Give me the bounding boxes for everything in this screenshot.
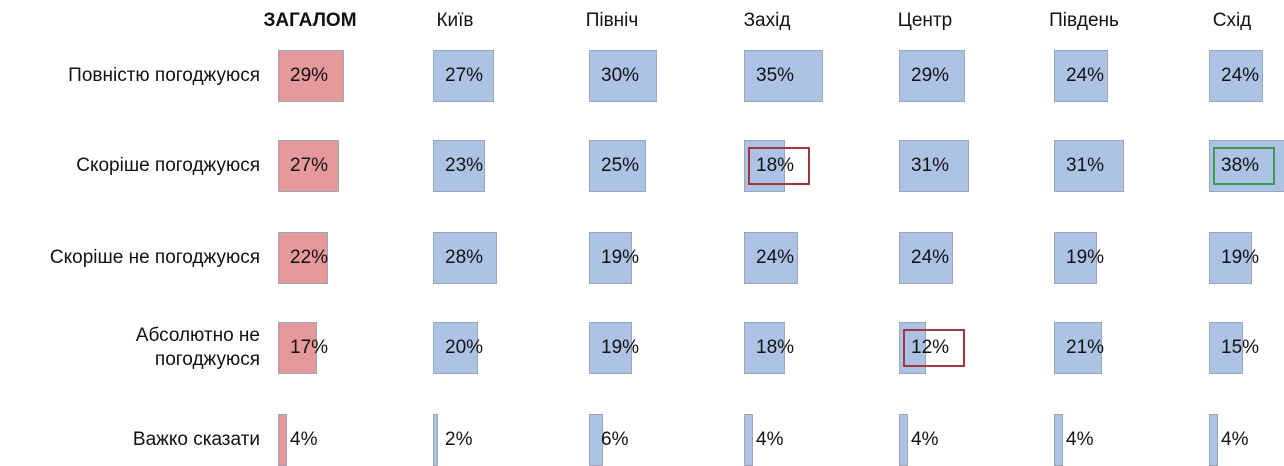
column-header: Схід <box>1212 10 1252 31</box>
value-label: 18% <box>756 155 795 176</box>
value-label: 19% <box>1221 247 1260 268</box>
bar <box>433 414 438 466</box>
bar <box>589 232 633 284</box>
value-label: 2% <box>445 429 473 450</box>
value-label: 19% <box>601 247 640 268</box>
bar <box>1209 414 1219 466</box>
bar <box>899 232 954 284</box>
value-label: 19% <box>1066 247 1105 268</box>
value-label: 19% <box>601 337 640 358</box>
bar <box>744 322 785 374</box>
row-label: Скоріше погоджуюся <box>76 155 260 176</box>
highlight-box <box>748 147 810 185</box>
bar <box>1054 232 1098 284</box>
value-label: 4% <box>911 429 939 450</box>
value-label: 21% <box>1066 337 1105 358</box>
bar <box>1209 50 1264 102</box>
bar <box>1209 232 1253 284</box>
column-header: Північ <box>585 10 639 31</box>
value-label: 22% <box>290 247 329 268</box>
value-label: 23% <box>445 155 484 176</box>
value-label: 29% <box>911 65 950 86</box>
value-label: 31% <box>911 155 950 176</box>
bar <box>589 140 646 192</box>
bar <box>899 50 965 102</box>
value-label: 30% <box>601 65 640 86</box>
bar <box>1054 322 1102 374</box>
bar <box>589 322 633 374</box>
column-header: Київ <box>436 10 474 31</box>
value-label: 24% <box>1066 65 1105 86</box>
bar <box>433 232 497 284</box>
row-label: Повністю погоджуюся <box>68 65 260 86</box>
value-label: 24% <box>911 247 950 268</box>
bar <box>1054 140 1125 192</box>
value-label: 24% <box>1221 65 1260 86</box>
value-label: 15% <box>1221 337 1260 358</box>
highlight-box <box>1213 147 1275 185</box>
bar <box>433 140 486 192</box>
value-label: 4% <box>1221 429 1249 450</box>
value-label: 6% <box>601 429 629 450</box>
value-label: 17% <box>290 337 329 358</box>
bar <box>744 414 754 466</box>
bar <box>1054 414 1064 466</box>
bar <box>744 50 824 102</box>
bar <box>899 414 909 466</box>
column-header: ЗАГАЛОМ <box>263 10 357 31</box>
value-label: 31% <box>1066 155 1105 176</box>
value-label: 38% <box>1221 155 1260 176</box>
row-label: Скоріше не погоджуюся <box>49 247 260 268</box>
bar <box>589 50 658 102</box>
column-header: Захід <box>743 10 791 31</box>
bar <box>899 140 970 192</box>
column-header: Центр <box>897 10 953 31</box>
value-label: 28% <box>445 247 484 268</box>
bar <box>278 232 328 284</box>
row-label: Важко сказати <box>132 429 260 450</box>
value-label: 35% <box>756 65 795 86</box>
bar <box>744 232 799 284</box>
bar <box>1054 50 1109 102</box>
bar <box>433 322 479 374</box>
value-label: 4% <box>1066 429 1094 450</box>
value-label: 4% <box>756 429 784 450</box>
value-label: 18% <box>756 337 795 358</box>
value-label: 4% <box>290 429 318 450</box>
value-label: 12% <box>911 337 950 358</box>
value-label: 24% <box>756 247 795 268</box>
value-label: 27% <box>445 65 484 86</box>
row-label: Абсолютно не погоджуюся <box>135 325 260 370</box>
bar <box>1209 322 1244 374</box>
bar <box>278 50 344 102</box>
value-label: 29% <box>290 65 329 86</box>
bar <box>278 140 340 192</box>
bar <box>433 50 495 102</box>
value-label: 20% <box>445 337 484 358</box>
value-label: 25% <box>601 155 640 176</box>
column-header: Південь <box>1049 10 1119 31</box>
value-label: 27% <box>290 155 329 176</box>
highlight-box <box>903 329 965 367</box>
bar <box>278 322 317 374</box>
bar <box>278 414 288 466</box>
